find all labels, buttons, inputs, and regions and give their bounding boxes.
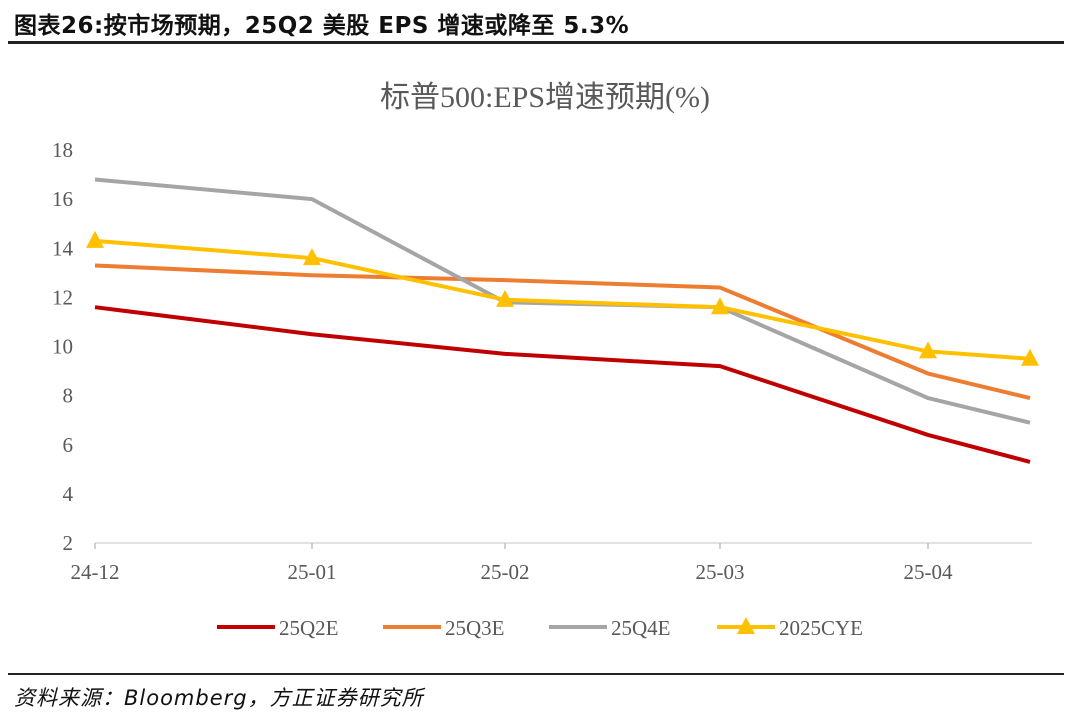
series-lines: [86, 177, 1039, 464]
x-tick-label: 24-12: [71, 560, 120, 584]
y-tick-label: 18: [52, 138, 73, 162]
series-line: [94, 238, 1031, 361]
y-tick-label: 14: [52, 236, 74, 260]
source-note: 资料来源：Bloomberg，方正证券研究所: [14, 686, 424, 710]
data-point-marker: [1021, 348, 1039, 366]
chart-title: 标普500:EPS增速预期(%): [380, 81, 710, 114]
x-tick-label: 25-03: [696, 560, 745, 584]
series-25Q2E: [94, 305, 1031, 464]
series-line: [94, 305, 1031, 464]
y-tick-label: 10: [52, 335, 73, 359]
y-axis: 2 4 6 8 10 12 14 16 18: [52, 138, 74, 555]
legend-item-25Q2E: 25Q2E: [217, 616, 339, 640]
data-point-marker: [303, 248, 321, 266]
data-point-marker: [86, 230, 104, 248]
bottom-divider: [8, 673, 1064, 675]
legend-marker: [737, 617, 755, 634]
legend-label: 25Q3E: [445, 616, 505, 640]
legend-item-25Q3E: 25Q3E: [383, 616, 505, 640]
data-point-marker: [919, 341, 937, 359]
y-tick-label: 4: [63, 482, 74, 506]
series-line: [94, 263, 1031, 401]
x-tick-label: 25-01: [288, 560, 337, 584]
legend-label: 2025CYE: [779, 616, 863, 640]
y-tick-label: 16: [52, 187, 73, 211]
legend: 25Q2E 25Q3E 25Q4E 2025CYE: [217, 616, 863, 640]
y-tick-label: 6: [63, 433, 74, 457]
y-tick-label: 2: [63, 531, 74, 555]
y-tick-label: 12: [52, 285, 73, 309]
x-tick-label: 25-02: [481, 560, 530, 584]
legend-label: 25Q2E: [279, 616, 339, 640]
legend-label: 25Q4E: [611, 616, 671, 640]
figure-title: 图表26:按市场预期，25Q2 美股 EPS 增速或降至 5.3%: [14, 13, 630, 39]
top-divider: [8, 41, 1064, 44]
legend-item-25Q4E: 25Q4E: [549, 616, 671, 640]
series-25Q3E: [94, 263, 1031, 401]
data-point-marker: [711, 297, 729, 315]
x-tick-label: 25-04: [904, 560, 953, 584]
data-point-marker: [496, 289, 514, 307]
x-axis: 24-12 25-01 25-02 25-03 25-04: [71, 542, 1032, 584]
y-tick-label: 8: [63, 384, 74, 408]
legend-item-2025CYE: 2025CYE: [717, 616, 863, 640]
series-2025CYE: [86, 230, 1039, 366]
